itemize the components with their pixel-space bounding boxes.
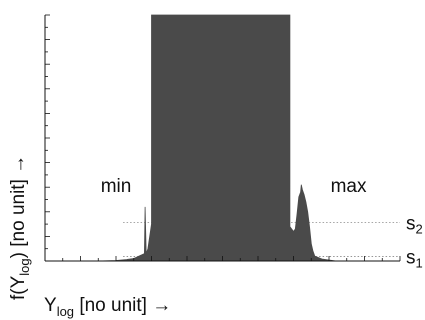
annotation-max: max [331, 176, 367, 197]
x-axis-label: Ylog [no unit] → [44, 295, 171, 319]
plot-layer: min max s2 s1 Ylog [no unit] → f(Ylog) [no un… [8, 14, 423, 319]
histogram-area [45, 14, 400, 262]
annotation-min: min [101, 176, 132, 197]
y-axis-label: f(Ylog) [no unit] → [8, 155, 32, 300]
reference-label-s1: s1 [406, 248, 423, 271]
reference-label-s2: s2 [406, 213, 423, 236]
